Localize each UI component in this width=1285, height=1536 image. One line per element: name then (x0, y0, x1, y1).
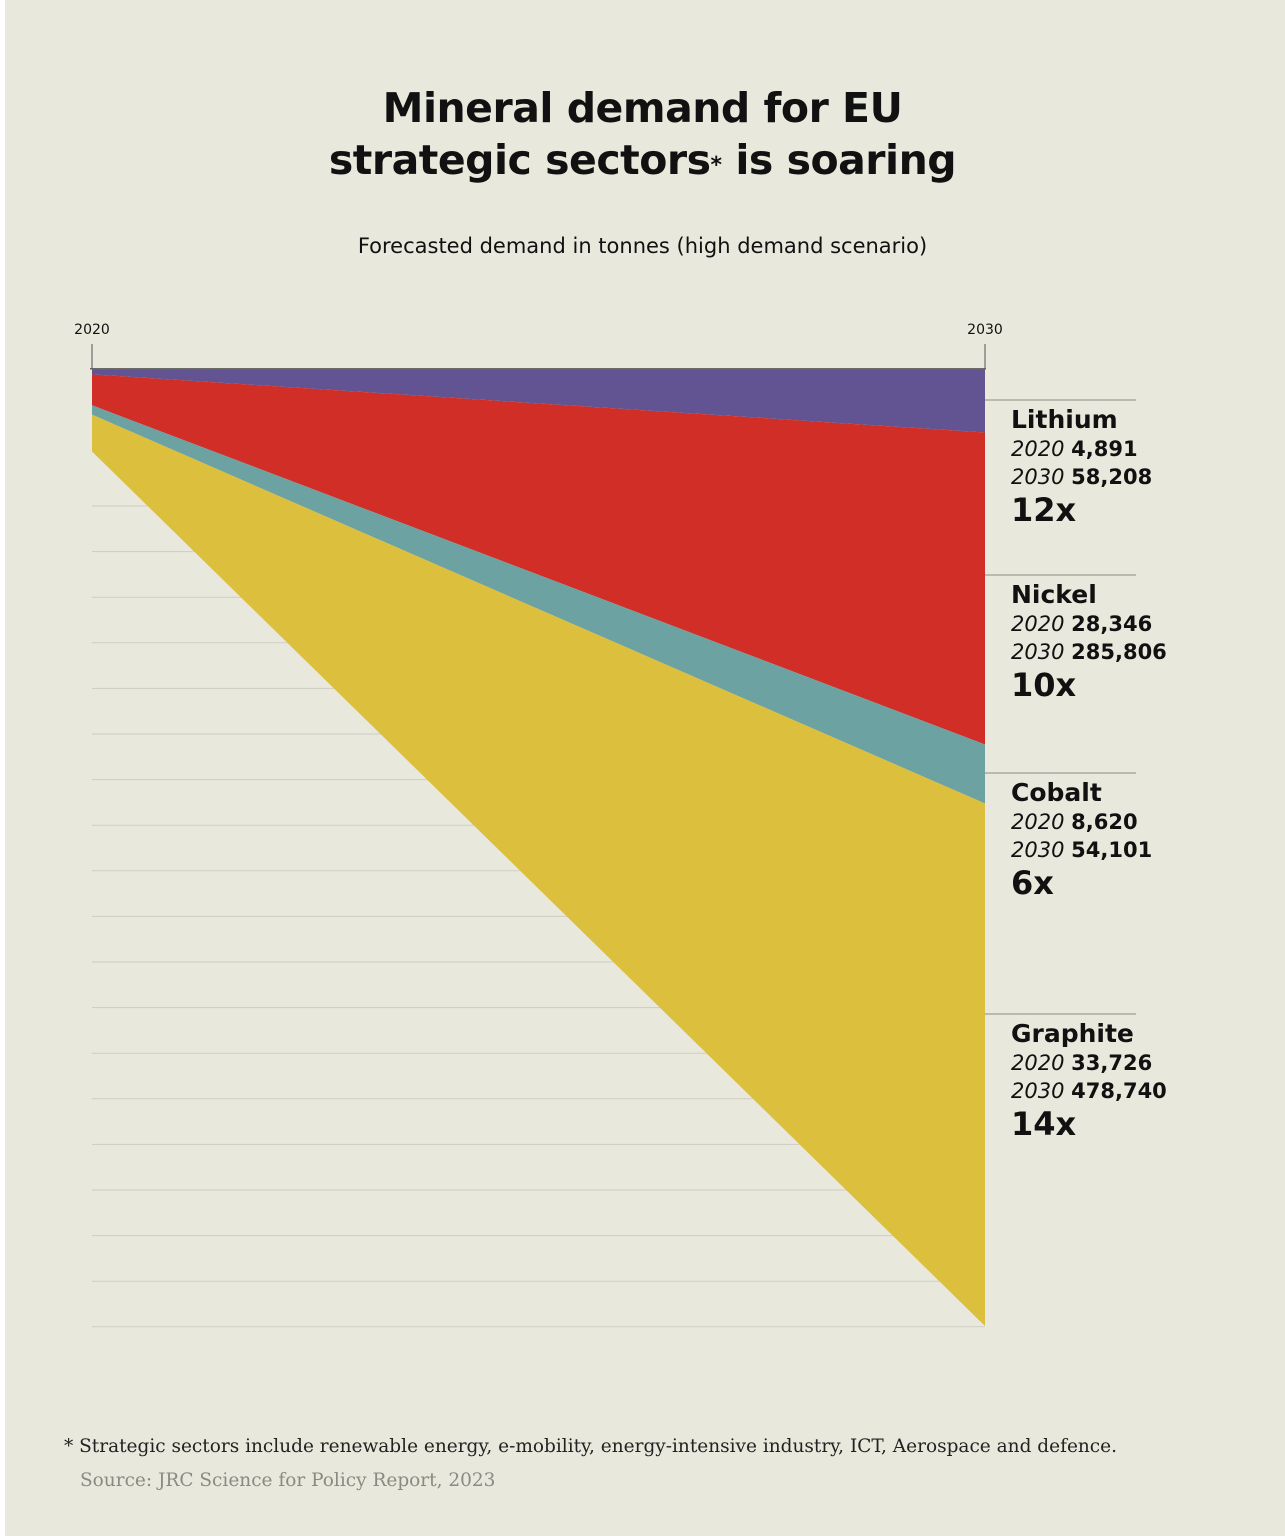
label-cobalt: Cobalt 2020 8,620 2030 54,101 6x (1011, 778, 1152, 902)
graphite-multiplier: 14x (1011, 1105, 1077, 1143)
lithium-value-2020: 4,891 (1071, 437, 1138, 461)
left-frame-strip (0, 0, 5, 1536)
cobalt-value-2030: 54,101 (1071, 838, 1153, 862)
title-asterisk: * (710, 153, 723, 178)
chart-subtitle: Forecasted demand in tonnes (high demand… (357, 234, 928, 258)
series-name-cobalt: Cobalt (1011, 778, 1102, 807)
footnote: * Strategic sectors include renewable en… (64, 1436, 1117, 1457)
cobalt-value-2020: 8,620 (1071, 810, 1138, 834)
area-graphite (92, 414, 985, 1326)
series-name-graphite: Graphite (1011, 1019, 1134, 1048)
graphite-value-2020: 33,726 (1071, 1051, 1153, 1075)
nickel-year-2030: 2030 (1011, 640, 1065, 664)
lithium-year-2030: 2030 (1011, 465, 1065, 489)
label-lithium: Lithium 2020 4,891 2030 58,208 12x (1011, 405, 1152, 529)
graphite-value-2030: 478,740 (1071, 1079, 1167, 1103)
stacked-areas (92, 369, 985, 1326)
label-leader-lines (985, 399, 1136, 1015)
nickel-value-2030: 285,806 (1071, 640, 1167, 664)
lithium-multiplier: 12x (1011, 491, 1077, 529)
cobalt-multiplier: 6x (1011, 864, 1054, 902)
nickel-multiplier: 10x (1011, 666, 1077, 704)
series-name-lithium: Lithium (1011, 405, 1118, 434)
series-name-nickel: Nickel (1011, 580, 1097, 609)
graphite-year-2030: 2030 (1011, 1079, 1065, 1103)
cobalt-year-2020: 2020 (1011, 810, 1065, 834)
source-note: Source: JRC Science for Policy Report, 2… (80, 1470, 496, 1491)
tick-label-2030: 2030 (967, 322, 1003, 338)
label-nickel: Nickel 2020 28,346 2030 285,806 10x (1011, 580, 1167, 704)
lithium-year-2020: 2020 (1011, 437, 1065, 461)
cobalt-year-2030: 2030 (1011, 838, 1065, 862)
area-nickel (92, 374, 985, 745)
title-line-2-main: strategic sectors (328, 136, 711, 184)
chart-title: Mineral demand for EU strategic sectors*… (0, 82, 1285, 186)
top-axis-line (90, 368, 986, 370)
title-line-1: Mineral demand for EU (382, 84, 903, 132)
lithium-value-2030: 58,208 (1071, 465, 1153, 489)
area-lithium (92, 369, 985, 433)
label-graphite: Graphite 2020 33,726 2030 478,740 14x (1011, 1019, 1167, 1143)
tick-label-2020: 2020 (74, 322, 110, 338)
nickel-value-2020: 28,346 (1071, 612, 1153, 636)
title-line-2-end: is soaring (721, 136, 957, 184)
area-cobalt (92, 405, 985, 804)
nickel-year-2020: 2020 (1011, 612, 1065, 636)
graphite-year-2020: 2020 (1011, 1051, 1065, 1075)
